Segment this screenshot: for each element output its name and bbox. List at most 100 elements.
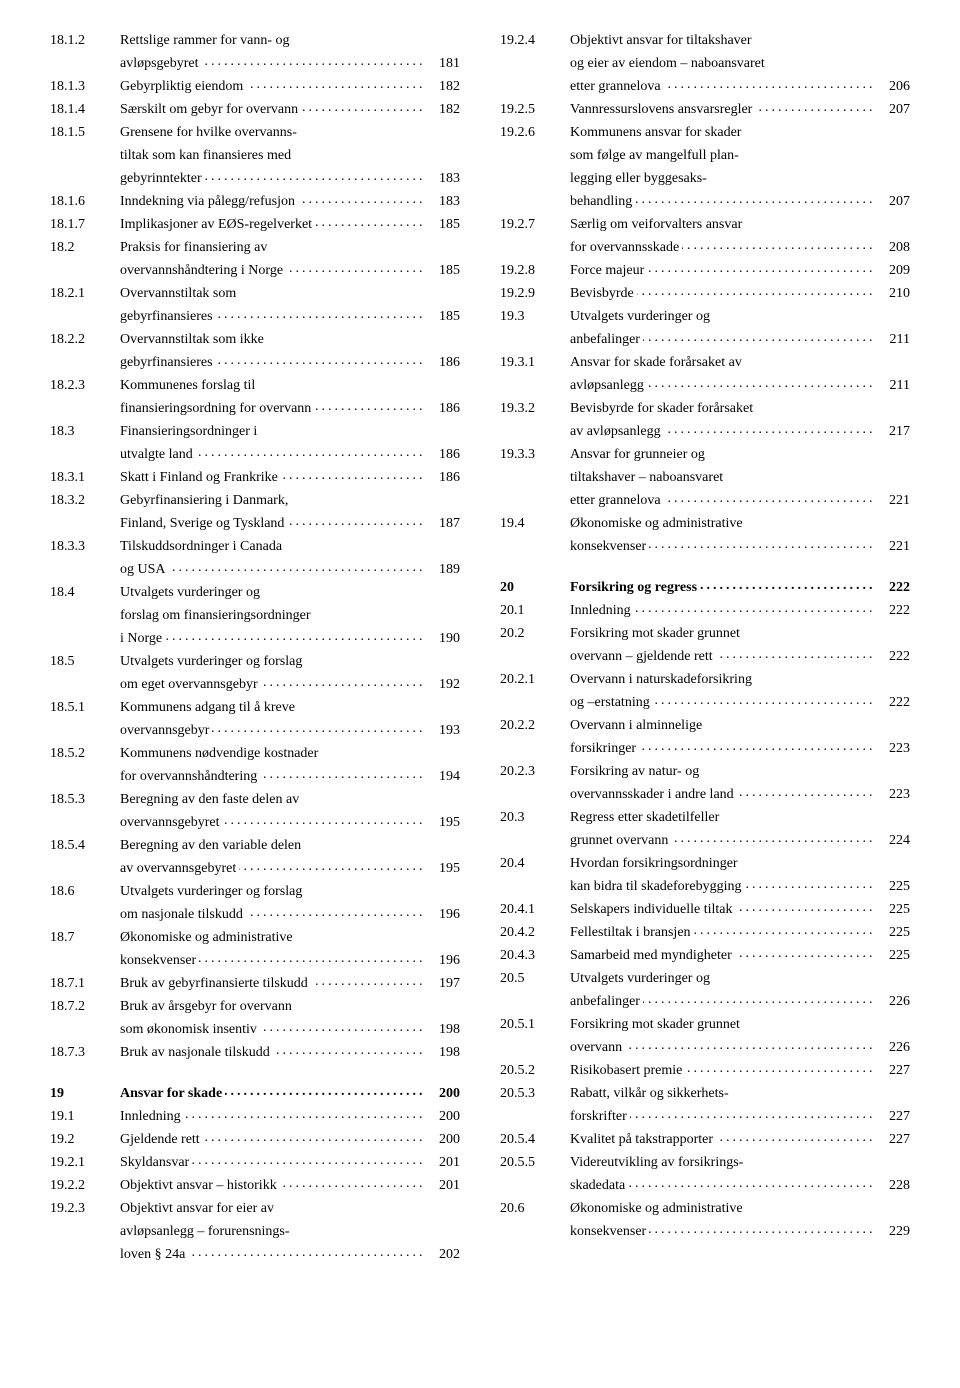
toc-column-left: 18.1.2Rettslige rammer for vann- og.....… [50,30,460,1267]
toc-number: 19.3.2 [500,398,570,419]
toc-entry: 19.1....................................… [50,1106,460,1127]
toc-number: 19.2.4 [500,30,570,51]
toc-page: 225 [874,876,910,897]
toc-number: 18.6 [50,881,120,902]
toc-title: ........................................… [120,674,424,695]
toc-entry: 18.7.1..................................… [50,973,460,994]
toc-number: 19.2.5 [500,99,570,120]
toc-entry: ........................................… [500,329,910,350]
toc-entry: 20.2.1Overvann i naturskadeforsikring [500,669,910,690]
toc-entry: 20.4.3..................................… [500,945,910,966]
toc-number: 18.2.3 [50,375,120,396]
toc-title: Rettslige rammer for vann- og [120,30,460,51]
toc-title: ........................................… [570,283,874,304]
toc-entry: 19.2.7Særlig om veiforvalters ansvar [500,214,910,235]
toc-number: 19.3.3 [500,444,570,465]
toc-page: 182 [424,76,460,97]
toc-title: Grensene for hvilke overvanns- [120,122,460,143]
toc-page: 222 [874,600,910,621]
toc-page: 227 [874,1129,910,1150]
toc-entry: 20.4.2..................................… [500,922,910,943]
toc-page: 202 [424,1244,460,1265]
toc-entry: ........................................… [50,352,460,373]
toc-number: 18.1.7 [50,214,120,235]
toc-number: 18.5.1 [50,697,120,718]
toc-title: Objektivt ansvar for tiltakshaver [570,30,910,51]
toc-number: 20.2 [500,623,570,644]
toc-entry: 20......................................… [500,577,910,598]
toc-title: ........................................… [120,1106,424,1127]
toc-entry: 19.2.1..................................… [50,1152,460,1173]
toc-page: 221 [874,536,910,557]
toc-entry: 20.2Forsikring mot skader grunnet [500,623,910,644]
toc-page: 229 [874,1221,910,1242]
toc-entry: 18.5.2Kommunens nødvendige kostnader [50,743,460,764]
toc-title: ........................................… [120,398,424,419]
toc-title: ........................................… [570,945,874,966]
toc-title: ........................................… [120,1175,424,1196]
toc-number: 19.4 [500,513,570,534]
toc-title: ........................................… [120,858,424,879]
toc-title: Overvannstiltak som [120,283,460,304]
toc-number: 19.3 [500,306,570,327]
toc-number: 19.2 [50,1129,120,1150]
toc-page: 196 [424,904,460,925]
toc-title: ........................................… [570,237,874,258]
toc-page: 185 [424,214,460,235]
toc-title: ........................................… [120,973,424,994]
toc-title: ........................................… [570,922,874,943]
toc-page: 211 [874,375,910,396]
toc-title: tiltak som kan finansieres med [120,145,460,166]
toc-number: 19.2.9 [500,283,570,304]
toc-number: 20.2.3 [500,761,570,782]
toc-number: 19.2.6 [500,122,570,143]
toc-title: Økonomiske og administrative [570,513,910,534]
toc-page: 209 [874,260,910,281]
toc-number: 20 [500,577,570,598]
toc-title: Beregning av den faste delen av [120,789,460,810]
toc-title: ........................................… [120,1083,424,1104]
toc-number: 20.5.3 [500,1083,570,1104]
toc-page: 211 [874,329,910,350]
toc-title: som følge av mangelfull plan- [570,145,910,166]
toc-number: 18.5.2 [50,743,120,764]
toc-title: ........................................… [120,1244,424,1265]
toc-title: Utvalgets vurderinger og [570,968,910,989]
toc-page: 217 [874,421,910,442]
toc-title: ........................................… [570,577,874,598]
toc-number: 20.2.1 [500,669,570,690]
toc-number: 18.3.3 [50,536,120,557]
toc-entry: ........................................… [500,784,910,805]
toc-title: Bruk av årsgebyr for overvann [120,996,460,1017]
toc-page: 187 [424,513,460,534]
toc-page: 189 [424,559,460,580]
toc-entry: ........................................… [50,628,460,649]
toc-page: 195 [424,858,460,879]
toc-entry: ........................................… [50,720,460,741]
toc-entry: ........................................… [50,766,460,787]
toc-title: ........................................… [120,812,424,833]
toc-page: 185 [424,260,460,281]
toc-page: 221 [874,490,910,511]
toc-title: ........................................… [570,1037,874,1058]
toc-entry: og eier av eiendom – naboansvaret [500,53,910,74]
toc-entry: 19.2.8..................................… [500,260,910,281]
toc-title: ........................................… [570,1106,874,1127]
toc-title: Overvannstiltak som ikke [120,329,460,350]
toc-number: 20.5.4 [500,1129,570,1150]
toc-page: 225 [874,899,910,920]
toc-entry: 19.3Utvalgets vurderinger og [500,306,910,327]
toc-entry: 18.7.3..................................… [50,1042,460,1063]
toc-title: tiltakshaver – naboansvaret [570,467,910,488]
toc-entry: 18.7Økonomiske og administrative [50,927,460,948]
toc-page: 222 [874,646,910,667]
toc-number: 18.7 [50,927,120,948]
toc-entry: 20.4Hvordan forsikringsordninger [500,853,910,874]
toc-entry: 18.7.2Bruk av årsgebyr for overvann [50,996,460,1017]
toc-number: 18.7.3 [50,1042,120,1063]
toc-title: ........................................… [120,168,424,189]
toc-page: 183 [424,168,460,189]
toc-title: ........................................… [570,600,874,621]
toc-title: Praksis for finansiering av [120,237,460,258]
toc-entry: 19.2.9..................................… [500,283,910,304]
